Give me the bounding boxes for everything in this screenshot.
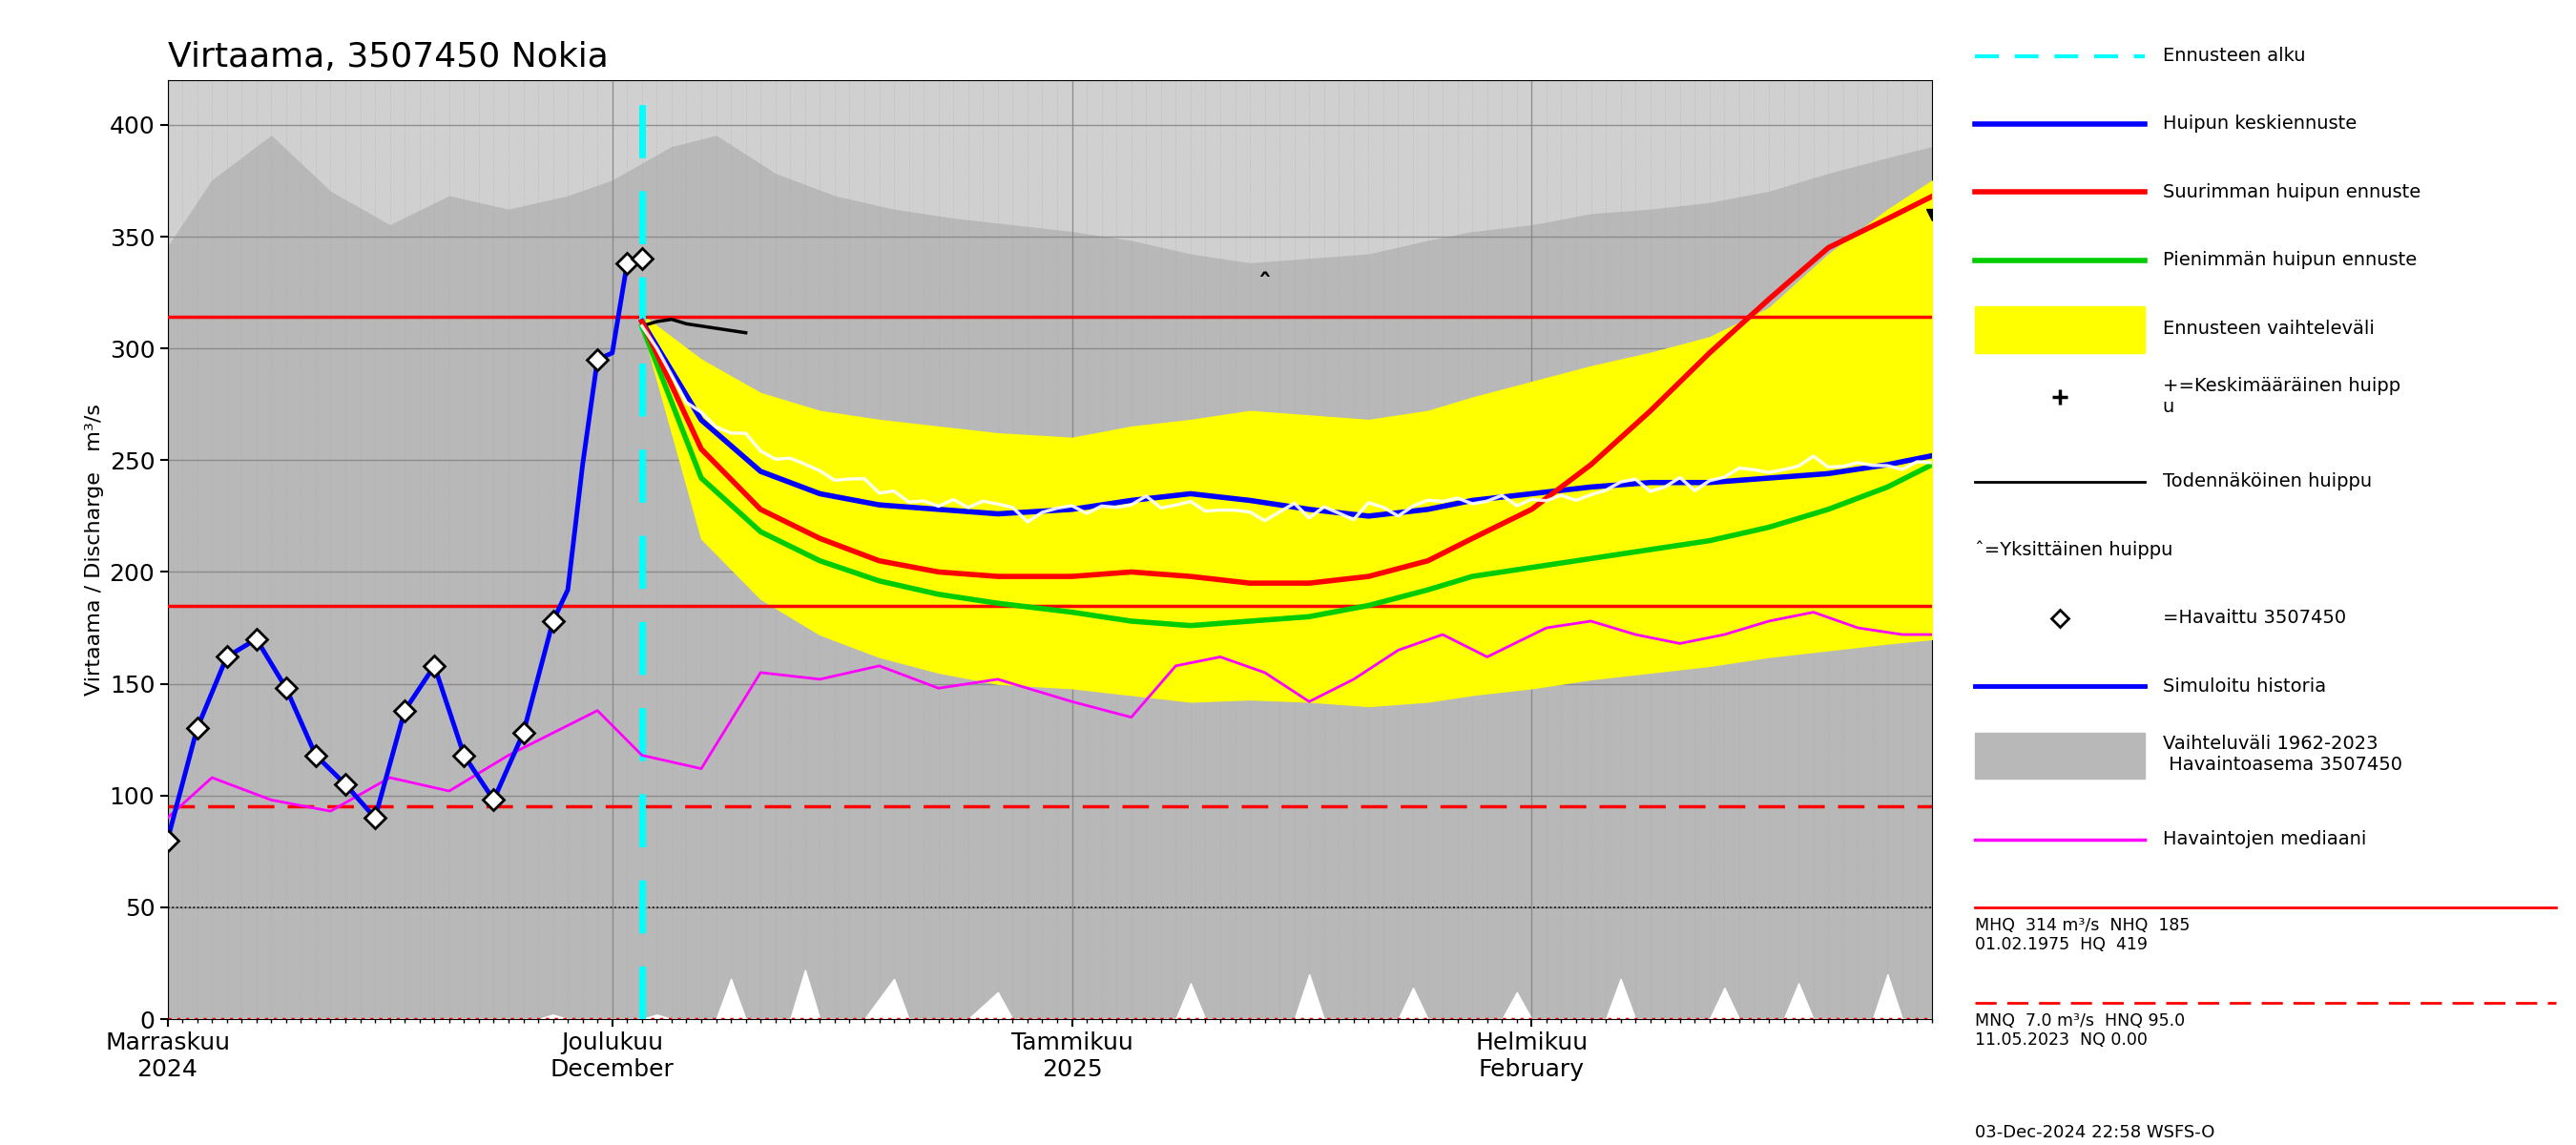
Text: Vaihteluväli 1962-2023
 Havaintoasema 3507450: Vaihteluväli 1962-2023 Havaintoasema 350…	[2164, 735, 2403, 774]
Bar	[1976, 307, 2143, 353]
Text: ˆ: ˆ	[1257, 273, 1273, 299]
Text: Suurimman huipun ennuste: Suurimman huipun ennuste	[2164, 183, 2421, 202]
Y-axis label: Virtaama / Discharge   m³/s: Virtaama / Discharge m³/s	[85, 403, 103, 695]
Text: Ennusteen alku: Ennusteen alku	[2164, 47, 2306, 65]
Text: Simuloitu historia: Simuloitu historia	[2164, 677, 2326, 695]
Bar	[1976, 733, 2143, 779]
Text: Virtaama, 3507450 Nokia: Virtaama, 3507450 Nokia	[167, 41, 608, 73]
Text: Havaintojen mediaani: Havaintojen mediaani	[2164, 830, 2367, 848]
Text: Todennäköinen huippu: Todennäköinen huippu	[2164, 473, 2372, 491]
Text: ˆ=Yksittäinen huippu: ˆ=Yksittäinen huippu	[1976, 540, 2174, 559]
Text: +=Keskimääräinen huipp
u: +=Keskimääräinen huipp u	[2164, 377, 2401, 416]
Text: =Havaittu 3507450: =Havaittu 3507450	[2164, 609, 2347, 627]
Text: 03-Dec-2024 22:58 WSFS-O: 03-Dec-2024 22:58 WSFS-O	[1976, 1124, 2215, 1142]
Text: MHQ  314 m³/s  NHQ  185
01.02.1975  HQ  419: MHQ 314 m³/s NHQ 185 01.02.1975 HQ 419	[1976, 916, 2190, 954]
Text: MNQ  7.0 m³/s  HNQ 95.0
11.05.2023  NQ 0.00: MNQ 7.0 m³/s HNQ 95.0 11.05.2023 NQ 0.00	[1976, 1012, 2184, 1049]
Text: Pienimmän huipun ennuste: Pienimmän huipun ennuste	[2164, 251, 2416, 269]
Text: Ennusteen vaihteleväli: Ennusteen vaihteleväli	[2164, 319, 2375, 338]
Text: Huipun keskiennuste: Huipun keskiennuste	[2164, 114, 2357, 133]
